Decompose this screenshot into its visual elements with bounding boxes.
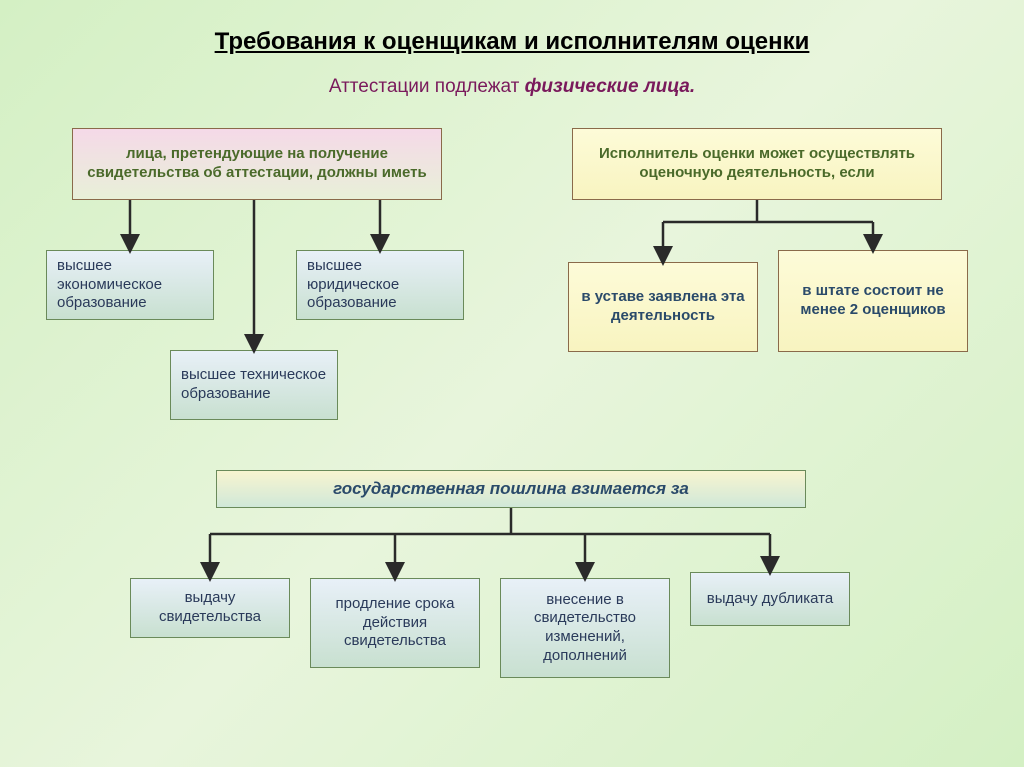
page-title: Требования к оценщикам и исполнителям оц…: [0, 0, 1024, 56]
right-cond-1: в уставе заявлена эта деятельность: [568, 262, 758, 352]
left-edu-3: высшее техническое образование: [170, 350, 338, 420]
fee-4: выдачу дубликата: [690, 572, 850, 626]
fee-1: выдачу свидетельства: [130, 578, 290, 638]
right-cond-2: в штате состоит не менее 2 оценщиков: [778, 250, 968, 352]
subtitle-plain: Аттестации подлежат: [329, 76, 525, 97]
left-edu-2: высшее юридическое образование: [296, 250, 464, 320]
fee-head-box: государственная пошлина взимается за: [216, 470, 806, 508]
subtitle: Аттестации подлежат физические лица.: [0, 76, 1024, 98]
fee-3: внесение в свидетельство изменений, допо…: [500, 578, 670, 678]
right-head-box: Исполнитель оценки может осуществлять оц…: [572, 128, 942, 200]
left-head-box: лица, претендующие на получение свидетел…: [72, 128, 442, 200]
fee-2: продление срока действия свидетельства: [310, 578, 480, 668]
subtitle-italic: физические лица.: [525, 76, 696, 97]
left-edu-1: высшее экономическое образование: [46, 250, 214, 320]
